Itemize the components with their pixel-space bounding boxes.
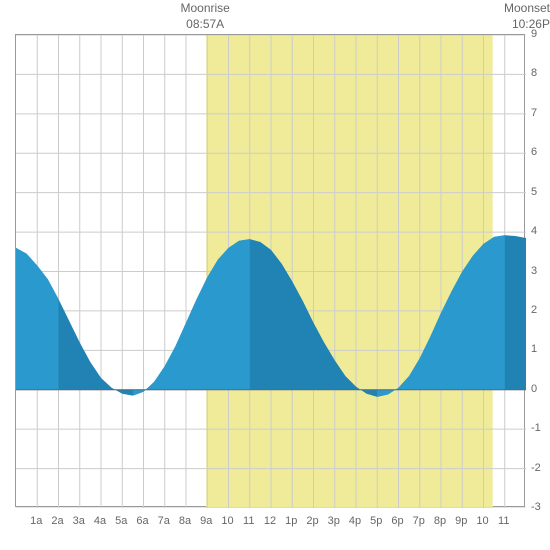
x-tick: 6a — [136, 515, 148, 527]
x-tick: 3p — [328, 515, 340, 527]
x-tick: 11 — [498, 515, 509, 527]
y-tick: 2 — [531, 304, 550, 316]
y-tick: 7 — [531, 107, 550, 119]
plot-area — [15, 34, 525, 507]
y-tick: -1 — [531, 422, 550, 434]
y-tick: 1 — [531, 343, 550, 355]
x-tick: 12 — [264, 515, 276, 527]
moonrise-title: Moonrise — [181, 1, 230, 15]
x-tick: 2p — [306, 515, 318, 527]
y-tick: 3 — [531, 265, 550, 277]
y-tick: 0 — [531, 383, 550, 395]
x-tick: 10 — [476, 515, 488, 527]
y-tick: 6 — [531, 146, 550, 158]
y-tick: -2 — [531, 462, 550, 474]
x-tick: 4p — [349, 515, 361, 527]
tide-chart: Moonrise 08:57A Moonset 10:26P -3-2-1012… — [0, 0, 550, 550]
plot-svg — [16, 35, 526, 508]
x-tick: 11 — [243, 515, 254, 527]
x-tick: 1a — [30, 515, 42, 527]
x-tick: 8p — [434, 515, 446, 527]
y-tick: 9 — [531, 28, 550, 40]
x-tick: 5p — [370, 515, 382, 527]
x-tick: 1p — [285, 515, 297, 527]
x-tick: 9a — [200, 515, 212, 527]
moonrise-label: Moonrise 08:57A — [175, 0, 235, 32]
x-tick: 8a — [179, 515, 191, 527]
x-tick: 10 — [221, 515, 233, 527]
x-tick: 9p — [455, 515, 467, 527]
moonset-title: Moonset — [504, 1, 550, 15]
x-tick: 2a — [51, 515, 63, 527]
x-tick: 3a — [73, 515, 85, 527]
y-tick: 8 — [531, 67, 550, 79]
x-tick: 6p — [391, 515, 403, 527]
x-tick: 5a — [115, 515, 127, 527]
moonrise-time: 08:57A — [186, 17, 224, 31]
y-tick: 4 — [531, 225, 550, 237]
x-tick: 4a — [94, 515, 106, 527]
x-tick: 7a — [158, 515, 170, 527]
x-tick: 7p — [413, 515, 425, 527]
y-tick: 5 — [531, 186, 550, 198]
y-tick: -3 — [531, 501, 550, 513]
